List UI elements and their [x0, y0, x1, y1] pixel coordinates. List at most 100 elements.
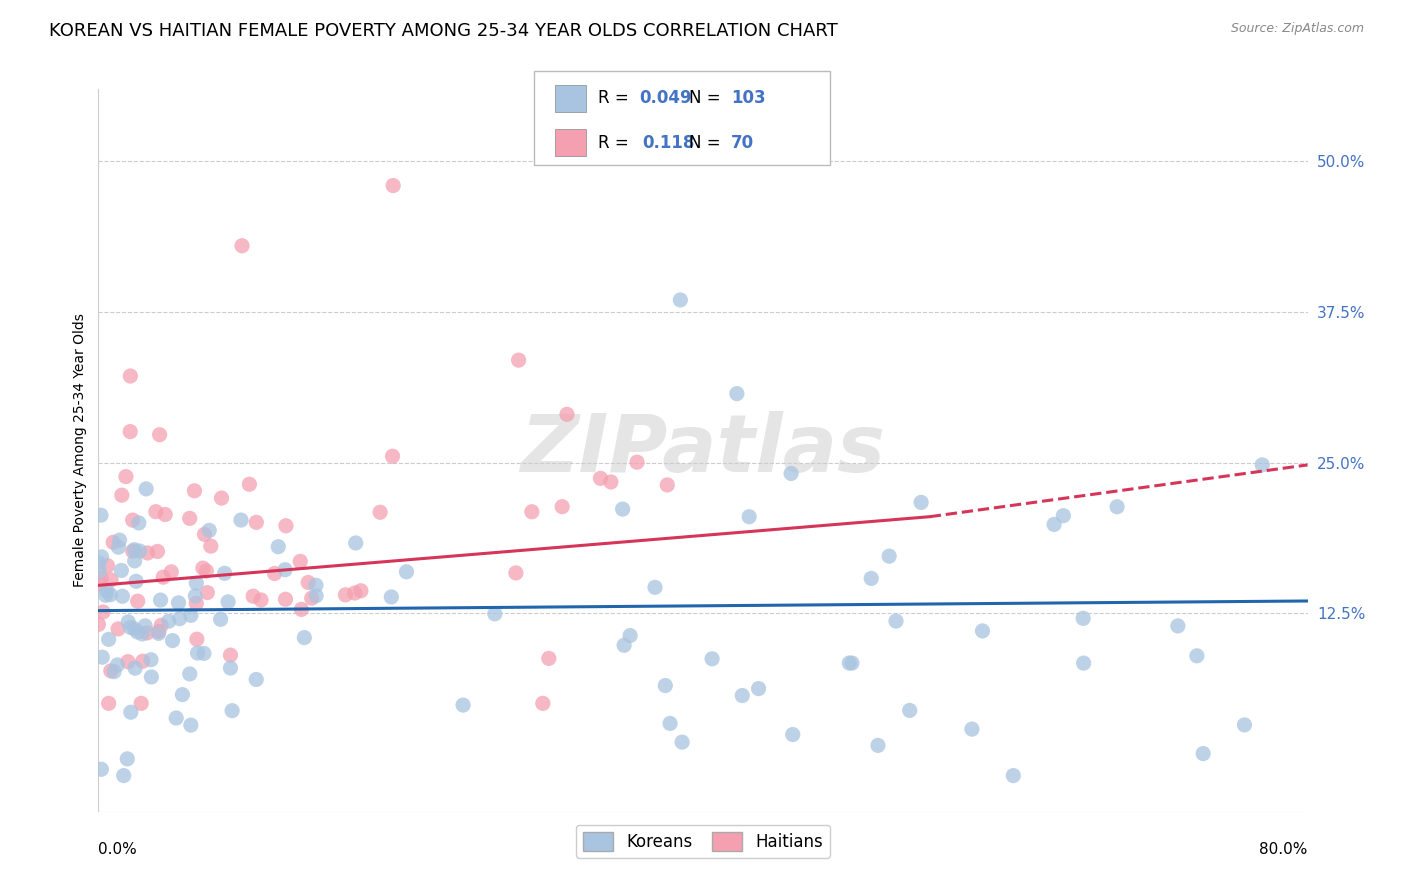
Point [505, 566, 527, 580]
Point [343, 586, 366, 600]
Point [972, 624, 994, 638]
Point [89, 577, 111, 591]
Point [238, 477, 260, 491]
Point [748, 681, 770, 696]
Point [381, 449, 404, 463]
Point [139, 653, 162, 667]
Point [110, 563, 132, 577]
Text: 70: 70 [731, 134, 754, 152]
Point [179, 667, 201, 681]
Y-axis label: Female Poverty Among 25-34 Year Olds: Female Poverty Among 25-34 Year Olds [73, 313, 87, 588]
Point [141, 670, 163, 684]
Point [782, 727, 804, 741]
Text: 80.0%: 80.0% [1260, 842, 1308, 857]
Point [152, 570, 174, 584]
Point [90, 549, 112, 564]
Point [186, 632, 208, 647]
Point [120, 425, 142, 439]
Point [187, 646, 209, 660]
Point [600, 475, 623, 489]
Point [301, 591, 323, 606]
Text: R =: R = [598, 89, 628, 107]
Point [146, 544, 169, 558]
Point [120, 620, 142, 634]
Point [135, 482, 157, 496]
Text: 103: 103 [731, 89, 766, 107]
Point [115, 469, 138, 483]
Text: R =: R = [598, 134, 628, 152]
Point [555, 407, 578, 422]
Point [96, 558, 118, 573]
Point [860, 571, 883, 585]
Point [250, 593, 273, 607]
Point [117, 615, 139, 629]
Text: 0.0%: 0.0% [98, 842, 138, 857]
Point [193, 647, 215, 661]
Point [134, 619, 156, 633]
Point [884, 614, 907, 628]
Point [626, 455, 648, 469]
Point [124, 661, 146, 675]
Point [129, 696, 152, 710]
Point [368, 505, 391, 519]
Point [117, 655, 139, 669]
Point [221, 704, 243, 718]
Point [659, 716, 682, 731]
Point [451, 698, 474, 712]
Point [219, 648, 242, 662]
Point [619, 628, 641, 642]
Point [274, 592, 297, 607]
Point [305, 578, 328, 592]
Point [214, 566, 236, 581]
Point [1073, 656, 1095, 670]
Point [1185, 648, 1208, 663]
Point [292, 631, 315, 645]
Point [98, 588, 121, 602]
Point [124, 542, 146, 557]
Point [274, 518, 297, 533]
Text: ZIPatlas: ZIPatlas [520, 411, 886, 490]
Point [960, 722, 983, 736]
Point [149, 427, 172, 442]
Point [97, 696, 120, 710]
Point [335, 588, 357, 602]
Point [1251, 458, 1274, 472]
Point [153, 508, 176, 522]
Point [125, 574, 148, 589]
Point [136, 626, 159, 640]
Point [180, 608, 202, 623]
Point [128, 544, 150, 558]
Point [121, 513, 143, 527]
Point [184, 589, 207, 603]
Point [231, 238, 253, 253]
Point [738, 509, 761, 524]
Point [90, 762, 112, 776]
Point [344, 536, 367, 550]
Text: 0.049: 0.049 [640, 89, 692, 107]
Point [290, 554, 312, 568]
Point [700, 652, 723, 666]
Point [172, 688, 194, 702]
Point [267, 540, 290, 554]
Point [305, 589, 328, 603]
Point [186, 596, 208, 610]
Point [671, 735, 693, 749]
Point [169, 612, 191, 626]
Point [111, 488, 134, 502]
Point [395, 565, 418, 579]
Point [127, 625, 149, 640]
Point [149, 593, 172, 607]
Point [90, 571, 112, 585]
Point [613, 638, 636, 652]
Point [111, 589, 134, 603]
Point [589, 471, 612, 485]
Point [780, 467, 803, 481]
Point [245, 516, 267, 530]
Point [124, 622, 146, 636]
Point [128, 516, 150, 530]
Point [100, 573, 122, 587]
Point [91, 605, 114, 619]
Point [107, 657, 129, 672]
Point [117, 752, 139, 766]
Point [382, 178, 405, 193]
